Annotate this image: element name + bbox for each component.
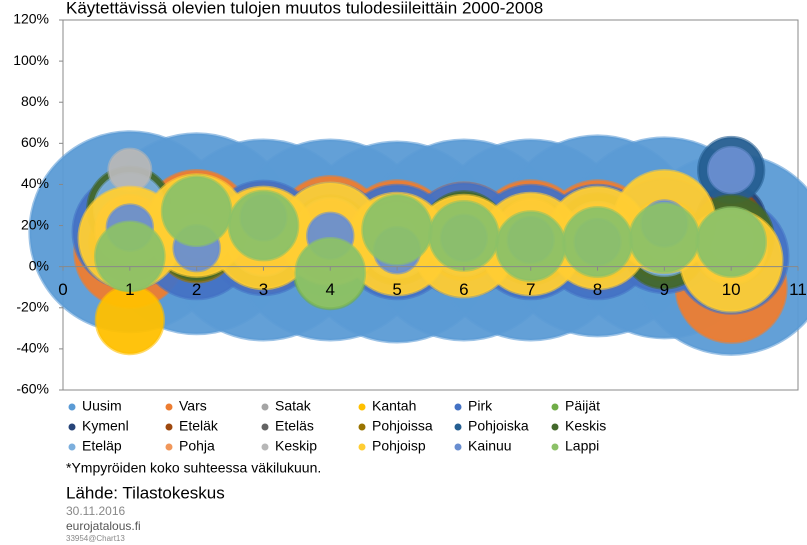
legend-marker (454, 423, 462, 431)
legend-marker (358, 403, 366, 411)
chart-title: Käytettävissä olevien tulojen muutos tul… (66, 0, 543, 17)
y-tick-label: 120% (13, 11, 49, 27)
bubble (107, 147, 153, 193)
legend-label: Pirk (468, 398, 493, 414)
legend-marker (551, 403, 559, 411)
legend-label: Pohjoissa (372, 418, 433, 434)
x-tick-label: 6 (459, 280, 468, 299)
bubble (160, 175, 233, 248)
bubble (695, 206, 768, 278)
legend-label: Kainuu (468, 438, 512, 454)
date: 30.11.2016 (66, 504, 125, 518)
x-tick-label: 11 (789, 280, 807, 299)
legend-marker (454, 443, 462, 451)
y-tick-label: -20% (16, 298, 49, 314)
bubble (227, 189, 300, 262)
x-tick-label: 2 (192, 280, 201, 299)
legend-label: Lappi (565, 438, 599, 454)
plot-area (28, 19, 807, 391)
legend-label: Kymenl (82, 418, 129, 434)
legend-label: Eteläp (82, 438, 122, 454)
x-tick-label: 1 (125, 280, 134, 299)
note: *Ympyröiden koko suhteessa väkilukuun. (66, 460, 321, 476)
legend-marker (165, 403, 173, 411)
bubble (361, 193, 433, 266)
bubble (93, 220, 166, 293)
x-tick-label: 9 (660, 280, 669, 299)
legend-label: Satak (275, 398, 312, 414)
y-tick-label: 40% (21, 175, 49, 191)
x-tick-label: 8 (593, 280, 602, 299)
legend-marker (358, 423, 366, 431)
x-tick-label: 3 (259, 280, 268, 299)
legend-marker (68, 423, 76, 431)
legend-label: Keskip (275, 438, 317, 454)
legend-label: Pohjoiska (468, 418, 529, 434)
legend-marker (551, 443, 559, 451)
y-tick-label: 80% (21, 93, 49, 109)
legend-marker (68, 403, 76, 411)
legend-marker (165, 423, 173, 431)
y-tick-label: 20% (21, 216, 49, 232)
legend-label: Päijät (565, 398, 600, 414)
bubble (628, 202, 701, 274)
legend-marker (454, 403, 462, 411)
source: Lähde: Tilastokeskus (66, 483, 225, 502)
legend-marker (358, 443, 366, 451)
legend-label: Keskis (565, 418, 606, 434)
y-tick-label: 60% (21, 134, 49, 150)
legend-marker (261, 443, 269, 451)
legend-marker (68, 443, 76, 451)
x-tick-label: 10 (722, 280, 741, 299)
legend-label: Kantah (372, 398, 416, 414)
y-tick-label: 0% (29, 257, 49, 273)
legend-marker (261, 403, 269, 411)
legend-label: Pohjoisp (372, 438, 426, 454)
x-tick-label: 4 (326, 280, 335, 299)
legend-label: Uusim (82, 398, 122, 414)
legend-label: Pohja (179, 438, 215, 454)
legend-marker (165, 443, 173, 451)
legend-marker (551, 423, 559, 431)
bubble (706, 145, 756, 195)
bubble (561, 206, 634, 278)
x-tick-label: 7 (526, 280, 535, 299)
y-tick-label: -60% (16, 381, 49, 397)
x-tick-label: 5 (392, 280, 401, 299)
y-tick-label: 100% (13, 52, 49, 68)
y-tick-label: -40% (16, 340, 49, 356)
bubble (294, 236, 367, 309)
chart-code: 33954@Chart13 (66, 534, 125, 543)
legend-marker (261, 423, 269, 431)
legend-label: Vars (179, 398, 207, 414)
site: eurojatalous.fi (66, 519, 141, 533)
legend-label: Eteläk (179, 418, 219, 434)
bubble (428, 199, 500, 272)
legend-label: Eteläs (275, 418, 314, 434)
x-tick-label: 0 (58, 280, 67, 299)
